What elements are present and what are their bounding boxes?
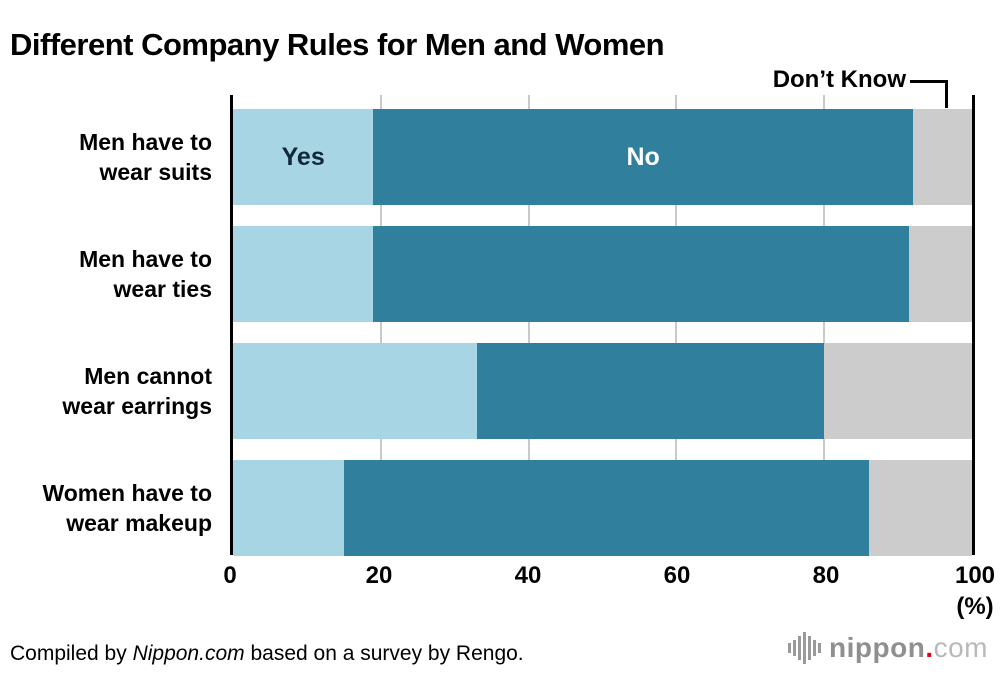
yes-segment-label: Yes [281, 142, 325, 171]
bar-row: Yes No [233, 109, 972, 205]
plot-area: Yes No [230, 95, 975, 556]
nippon-logo-icon [788, 632, 822, 664]
source-credit: Compiled by Nippon.com based on a survey… [10, 642, 524, 666]
segment-no [343, 460, 869, 556]
segment-no: No [373, 109, 913, 205]
dont-know-annotation: Don’t Know [773, 66, 948, 108]
segment-don-t-know [824, 343, 972, 439]
bar-row [233, 226, 972, 322]
segment-no [476, 343, 825, 439]
logo-dot: . [925, 632, 934, 663]
segment-yes [233, 343, 477, 439]
nippon-com-logo: nippon.com [787, 630, 988, 666]
logo-tld: com [933, 632, 988, 663]
bar-row [233, 460, 972, 556]
segment-don-t-know [909, 226, 972, 322]
dont-know-label: Don’t Know [772, 66, 906, 93]
category-label: Men cannot wear earrings [62, 363, 212, 419]
segment-no [373, 226, 910, 322]
x-tick-label: 60 [663, 562, 691, 589]
category-label: Men have to wear suits [79, 129, 212, 185]
x-tick-label: 0 [223, 562, 237, 589]
x-tick-label: 20 [365, 562, 393, 589]
category-label: Men have to wear ties [79, 246, 212, 302]
category-label: Women have to wear makeup [42, 480, 212, 536]
x-tick-label: 80 [812, 562, 840, 589]
segment-yes: Yes [233, 109, 374, 205]
logo-wordmark: nippon.com [829, 632, 988, 664]
gridline [379, 95, 382, 555]
segment-don-t-know [912, 109, 972, 205]
page-title: Different Company Rules for Men and Wome… [10, 26, 665, 62]
no-segment-label: No [626, 142, 660, 171]
segment-yes [233, 226, 374, 322]
gridline [823, 95, 826, 555]
logo-name: nippon [829, 632, 926, 663]
segment-yes [233, 460, 344, 556]
x-axis-unit: (%) [956, 593, 994, 620]
credit-source: Nippon.com [132, 642, 245, 665]
category-labels: Men have to wear suits Men have to wear tie… [0, 95, 212, 555]
x-tick-label: 40 [514, 562, 542, 589]
stacked-bar-chart: Men have to wear suits Men have to wear tie… [0, 95, 1000, 640]
x-axis: 0 20 40 60 80 100 (%) [223, 562, 995, 632]
gridline [527, 95, 530, 555]
credit-suffix: based on a survey by Rengo. [244, 642, 524, 665]
credit-prefix: Compiled by [10, 642, 133, 665]
bar-row [233, 343, 972, 439]
annotation-connector-line [910, 80, 948, 108]
x-tick-label: 100 [954, 562, 996, 589]
gridline [675, 95, 678, 555]
segment-don-t-know [868, 460, 972, 556]
